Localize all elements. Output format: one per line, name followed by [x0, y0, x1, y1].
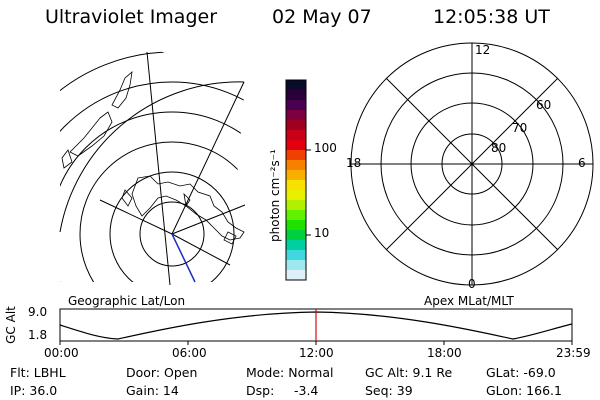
- colorbar-swatch: [286, 120, 306, 131]
- apex-map-label: Apex MLat/MLT: [424, 294, 514, 308]
- colorbar-swatch: [286, 210, 306, 221]
- glat-info: GLat: -69.0: [486, 365, 556, 380]
- mlat-label-80: 80: [491, 141, 507, 155]
- alt-ymin-label: 1.8: [28, 328, 48, 342]
- colorbar-frame: [285, 79, 307, 281]
- colorbar-swatch: [286, 270, 306, 281]
- mlat-label-70: 70: [512, 121, 528, 135]
- colorbar-swatch: [286, 190, 306, 201]
- colorbar-swatch: [286, 260, 306, 271]
- map-boundary: [59, 81, 245, 233]
- x-tick-label: 23:59: [556, 346, 591, 360]
- mlt-label-6: 6: [578, 156, 586, 170]
- colorbar-swatch: [286, 90, 306, 101]
- colorbar-swatch: [286, 80, 306, 91]
- mlt-label-12: 12: [475, 43, 491, 57]
- latitude-circle: [60, 81, 250, 282]
- mlt-label-0: 0: [468, 277, 476, 291]
- meridian-line: [171, 81, 245, 235]
- colorbar-swatch: [286, 150, 306, 161]
- latitude-circle: [109, 171, 235, 282]
- colorbar-unit-label: photon cm⁻²s⁻¹: [268, 149, 282, 242]
- meridian-line: [146, 51, 171, 286]
- x-tick-label: 18:00: [427, 346, 462, 360]
- alt-ylabel: GC Alt: [3, 306, 18, 344]
- colorbar-swatch: [286, 250, 306, 261]
- colorbar-tick-label-100: 100: [314, 141, 337, 155]
- x-tick-label: 12:00: [299, 346, 334, 360]
- seq-info: Seq: 39: [365, 383, 413, 398]
- glon-info: GLon: 166.1: [486, 383, 562, 398]
- geographic-map-label: Geographic Lat/Lon: [68, 294, 186, 308]
- mlat-label-60: 60: [536, 98, 552, 112]
- latitude-circle: [139, 201, 205, 267]
- alt-ymax-label: 9.0: [28, 305, 48, 319]
- colorbar-swatch: [286, 180, 306, 191]
- colorbar-swatch: [286, 130, 306, 141]
- dsp-value: -3.4: [294, 383, 319, 398]
- mlt-line-diagonal: [385, 77, 559, 251]
- colorbar-swatch: [286, 200, 306, 211]
- filter-info: Flt: LBHL: [10, 365, 66, 380]
- terminator-line: [171, 233, 196, 283]
- gain-info: Gain: 14: [126, 383, 179, 398]
- date-label: 02 May 07: [272, 6, 372, 28]
- gc-alt-info: GC Alt: 9.1 Re: [365, 365, 453, 380]
- ip-info: IP: 36.0: [10, 383, 58, 398]
- latitude-circle: [79, 141, 250, 282]
- colorbar-swatch: [286, 160, 306, 171]
- x-tick-label: 06:00: [172, 346, 207, 360]
- colorbar-swatch: [286, 140, 306, 151]
- colorbar-swatch: [286, 230, 306, 241]
- colorbar-tick-label-10: 10: [314, 226, 330, 240]
- x-axis-ticks: [59, 341, 573, 345]
- coastline: [61, 70, 245, 245]
- instrument-title: Ultraviolet Imager: [45, 6, 218, 28]
- colorbar-swatch: [286, 170, 306, 181]
- x-tick-label: 00:00: [44, 346, 79, 360]
- colorbar-swatch: [286, 240, 306, 251]
- mode-info: Mode: Normal: [246, 365, 334, 380]
- latitude-circle: [60, 111, 250, 282]
- polar-plot: [350, 42, 594, 286]
- colorbar-swatch: [286, 220, 306, 231]
- mlt-label-18: 18: [346, 156, 362, 170]
- colorbar-swatches: [286, 80, 306, 281]
- dsp-label: Dsp:: [246, 383, 275, 398]
- door-info: Door: Open: [126, 365, 198, 380]
- colorbar-swatch: [286, 110, 306, 121]
- time-label: 12:05:38 UT: [433, 6, 550, 28]
- meridian-line: [171, 204, 246, 235]
- colorbar-swatch: [286, 100, 306, 111]
